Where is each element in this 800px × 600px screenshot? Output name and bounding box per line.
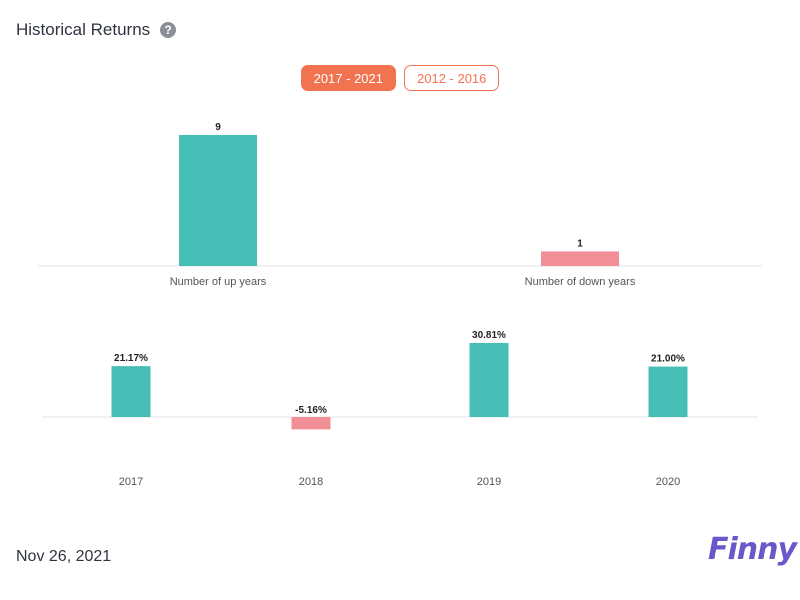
count-bar — [179, 135, 257, 266]
return-bar — [648, 366, 688, 417]
return-data-label: 30.81% — [472, 330, 506, 341]
count-bar — [541, 251, 619, 266]
tab-2017-2021[interactable]: 2017 - 2021 — [300, 65, 396, 91]
period-tabs: 2017 - 2021 2012 - 2016 — [0, 65, 800, 91]
return-data-label: 21.00% — [651, 354, 685, 365]
return-data-label: 21.17% — [114, 353, 148, 364]
year-tick-label: 2017 — [119, 476, 143, 488]
return-data-label: -5.16% — [295, 405, 327, 416]
chart-header: Historical Returns ? — [16, 20, 177, 40]
count-data-label: 9 — [215, 122, 221, 133]
return-bar — [111, 366, 151, 417]
as-of-date: Nov 26, 2021 — [16, 548, 112, 565]
year-tick-label: 2019 — [477, 476, 501, 488]
tab-2012-2016[interactable]: 2012 - 2016 — [404, 65, 500, 91]
page-title: Historical Returns — [16, 20, 151, 39]
count-data-label: 1 — [577, 238, 583, 249]
year-tick-label: 2018 — [299, 476, 323, 488]
year-tick-label: 2020 — [656, 476, 680, 488]
finny-logo: Finny — [708, 532, 797, 567]
question-circle-icon[interactable]: ? — [160, 22, 177, 38]
count-category-label: Number of up years — [170, 276, 267, 288]
return-bar — [469, 343, 509, 417]
return-bar — [291, 417, 331, 430]
count-category-label: Number of down years — [525, 276, 636, 288]
